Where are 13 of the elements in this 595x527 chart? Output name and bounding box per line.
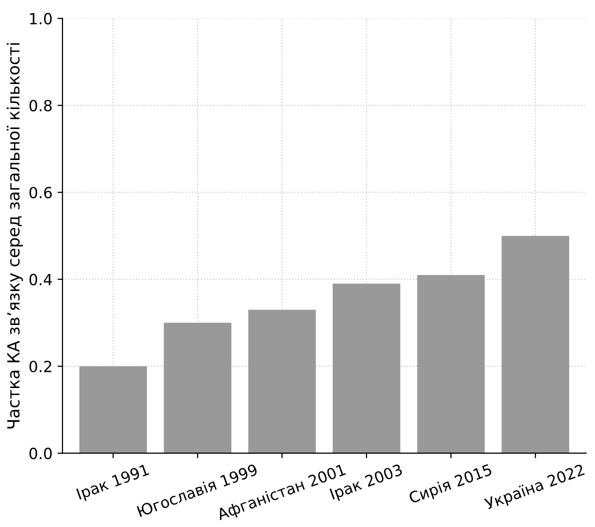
y-tick-label: 0.8 [29, 100, 52, 112]
y-tick-label: 0.4 [29, 274, 52, 286]
bar [502, 236, 570, 454]
bar [79, 366, 147, 454]
y-tick-label: 0.6 [29, 186, 52, 198]
y-tick-label: 0.2 [29, 360, 52, 372]
bar [164, 322, 232, 454]
y-axis-title: Частка КА зв’язку серед загальної кількості [6, 43, 23, 429]
y-tick-label: 0.0 [29, 448, 52, 460]
bar [417, 274, 485, 454]
bar [248, 310, 316, 454]
y-tick-label: 1.0 [30, 12, 52, 24]
bar [332, 284, 400, 454]
